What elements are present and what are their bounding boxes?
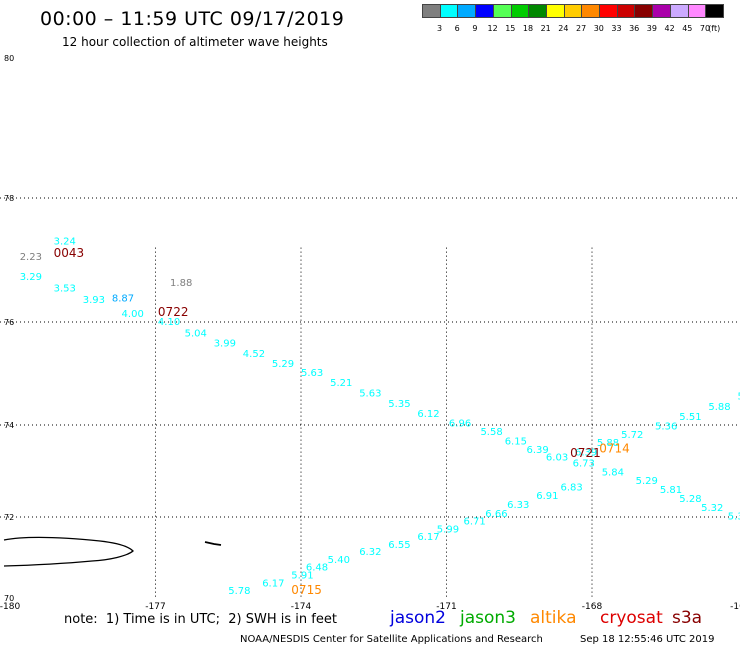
swh-label: 5.51 (679, 412, 701, 423)
map-subtitle: 12 hour collection of altimeter wave hei… (62, 35, 328, 49)
swh-label: 5.81 (660, 485, 682, 496)
longitude-tick-label: -180 (0, 602, 20, 612)
swh-label: 3.53 (54, 284, 76, 295)
swh-label: 6.17 (417, 532, 439, 543)
latitude-tick-label: 78 (4, 194, 14, 203)
swh-label: 6.39 (575, 447, 597, 458)
swh-label: 5.58 (480, 427, 502, 438)
time-label: 0721 (570, 446, 601, 460)
color-legend-label: 70 (699, 24, 711, 33)
swh-label: 5.29 (272, 359, 294, 370)
legend-jason3: jason3 (460, 608, 516, 628)
color-legend-unit: (ft) (708, 24, 721, 33)
color-legend-label: 6 (454, 24, 460, 33)
swh-label: 5.88 (597, 438, 619, 449)
swh-label: 5.29 (636, 476, 658, 487)
swh-label: 6.15 (505, 436, 527, 447)
swh-label: 6.73 (573, 458, 595, 469)
time-label: 0043 (54, 246, 85, 260)
swh-label: 6.03 (546, 452, 568, 463)
swh-label: 6.91 (536, 491, 558, 502)
longitude-tick-label: -177 (145, 602, 165, 612)
longitude-tick-label: -174 (291, 602, 312, 612)
credit-text: NOAA/NESDIS Center for Satellite Applica… (240, 634, 543, 645)
credit-timestamp: Sep 18 12:55:46 UTC 2019 (580, 634, 715, 645)
swh-label: 5.21 (330, 378, 352, 389)
swh-label: 5.35 (388, 399, 410, 410)
swh-label: 6.66 (485, 509, 507, 520)
legend-cryosat: cryosat (600, 608, 663, 628)
swh-label: 6.71 (463, 517, 485, 528)
swh-label: 6.39 (527, 445, 549, 456)
time-label: 0715 (291, 583, 322, 597)
swh-label: 6.83 (560, 482, 582, 493)
swh-label: 5.72 (621, 430, 643, 441)
legend-jason2: jason2 (390, 608, 446, 628)
color-legend-label: 21 (540, 24, 551, 33)
swh-label: 6.33 (507, 500, 529, 511)
color-legend-label: 3 (436, 24, 443, 33)
swh-label: 6.17 (262, 579, 284, 590)
swh-label: 5.78 (228, 586, 250, 597)
footer-note: note: 1) Time is in UTC; 2) SWH is in fe… (64, 612, 337, 627)
swh-label: 5.32 (701, 503, 723, 514)
longitude-tick-label: -16 (730, 602, 740, 612)
swh-label: 3.99 (214, 339, 236, 350)
legend-altika: altika (530, 608, 577, 628)
color-legend-label: 9 (472, 24, 478, 33)
latitude-tick-label: 76 (4, 318, 14, 327)
swh-label: 5.28 (679, 494, 701, 505)
longitude-tick-label: -171 (436, 602, 456, 612)
swh-label: 4.10 (158, 317, 180, 328)
coastline-islet (204, 541, 222, 546)
swh-label: 3.29 (20, 272, 42, 283)
color-legend-label: 24 (558, 24, 569, 33)
swh-label: 4.00 (122, 309, 144, 320)
color-legend-label: 36 (629, 24, 640, 33)
swh-label: 5.40 (328, 555, 350, 566)
map-title: 00:00 – 11:59 UTC 09/17/2019 (40, 8, 345, 30)
color-legend-label: 39 (646, 24, 657, 33)
latitude-tick-label: 74 (4, 421, 14, 430)
longitude-tick-label: -168 (582, 602, 603, 612)
swh-label: 5.36 (655, 422, 677, 433)
color-legend-label: 12 (487, 24, 498, 33)
color-legend-label: 18 (522, 24, 534, 33)
swh-label: 3.24 (54, 237, 76, 248)
color-legend-label: 33 (611, 24, 622, 33)
swh-label: 6.48 (306, 562, 328, 573)
swh-label: 5.31 (728, 511, 740, 522)
swh-label: 4.52 (243, 349, 265, 360)
swh-label: 5.91 (291, 571, 313, 582)
color-swatch (705, 4, 725, 18)
swh-label: 1.88 (170, 278, 192, 289)
swh-label: 5.84 (602, 468, 624, 479)
swh-label: 6.12 (417, 409, 439, 420)
time-label: 0722 (158, 305, 189, 319)
swh-label: 2.23 (20, 252, 42, 263)
swh-label: 5.04 (185, 328, 207, 339)
swh-label: 5.99 (437, 524, 459, 535)
color-legend-label: 15 (505, 24, 516, 33)
time-label: 0714 (599, 442, 630, 456)
swh-label: 5.43 (738, 391, 740, 402)
latitude-tick-label: 70 (4, 594, 14, 603)
legend-s3a: s3a (672, 608, 703, 628)
latitude-tick-label: 72 (4, 513, 14, 522)
swh-label: 6.96 (449, 418, 471, 429)
coastline-island (3, 536, 134, 567)
color-legend-label: 45 (682, 24, 693, 33)
color-legend-label: 27 (576, 24, 587, 33)
swh-label: 8.87 (112, 294, 134, 305)
swh-label: 5.88 (708, 402, 730, 413)
swh-label: 3.93 (83, 295, 105, 306)
color-legend-label: 42 (664, 24, 675, 33)
swh-label: 5.63 (301, 368, 323, 379)
color-legend-label: 30 (593, 24, 604, 33)
latitude-tick-label: 80 (4, 54, 14, 63)
swh-label: 5.63 (359, 389, 381, 400)
swh-label: 6.55 (388, 540, 410, 551)
swh-label: 6.32 (359, 547, 381, 558)
